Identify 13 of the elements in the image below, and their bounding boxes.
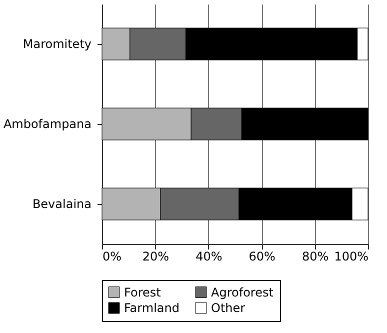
legend-label: Agroforest [211,285,274,300]
x-tick-label: 0% [102,250,122,264]
legend-label: Other [211,301,246,315]
x-tick-label: 20% [142,250,170,264]
x-tick-label: 80% [302,250,329,264]
x-tick-label: 40% [196,250,222,264]
legend-label: Farmland [124,301,180,315]
y-tick-label: Ambofampana [3,117,92,131]
y-tick-label: Bevalaina [32,197,92,211]
y-tick-label: Maromitety [22,37,92,51]
x-tick-label: 100% [334,250,368,264]
x-tick-label: 60% [248,250,276,264]
legend-label: Forest [124,285,162,300]
